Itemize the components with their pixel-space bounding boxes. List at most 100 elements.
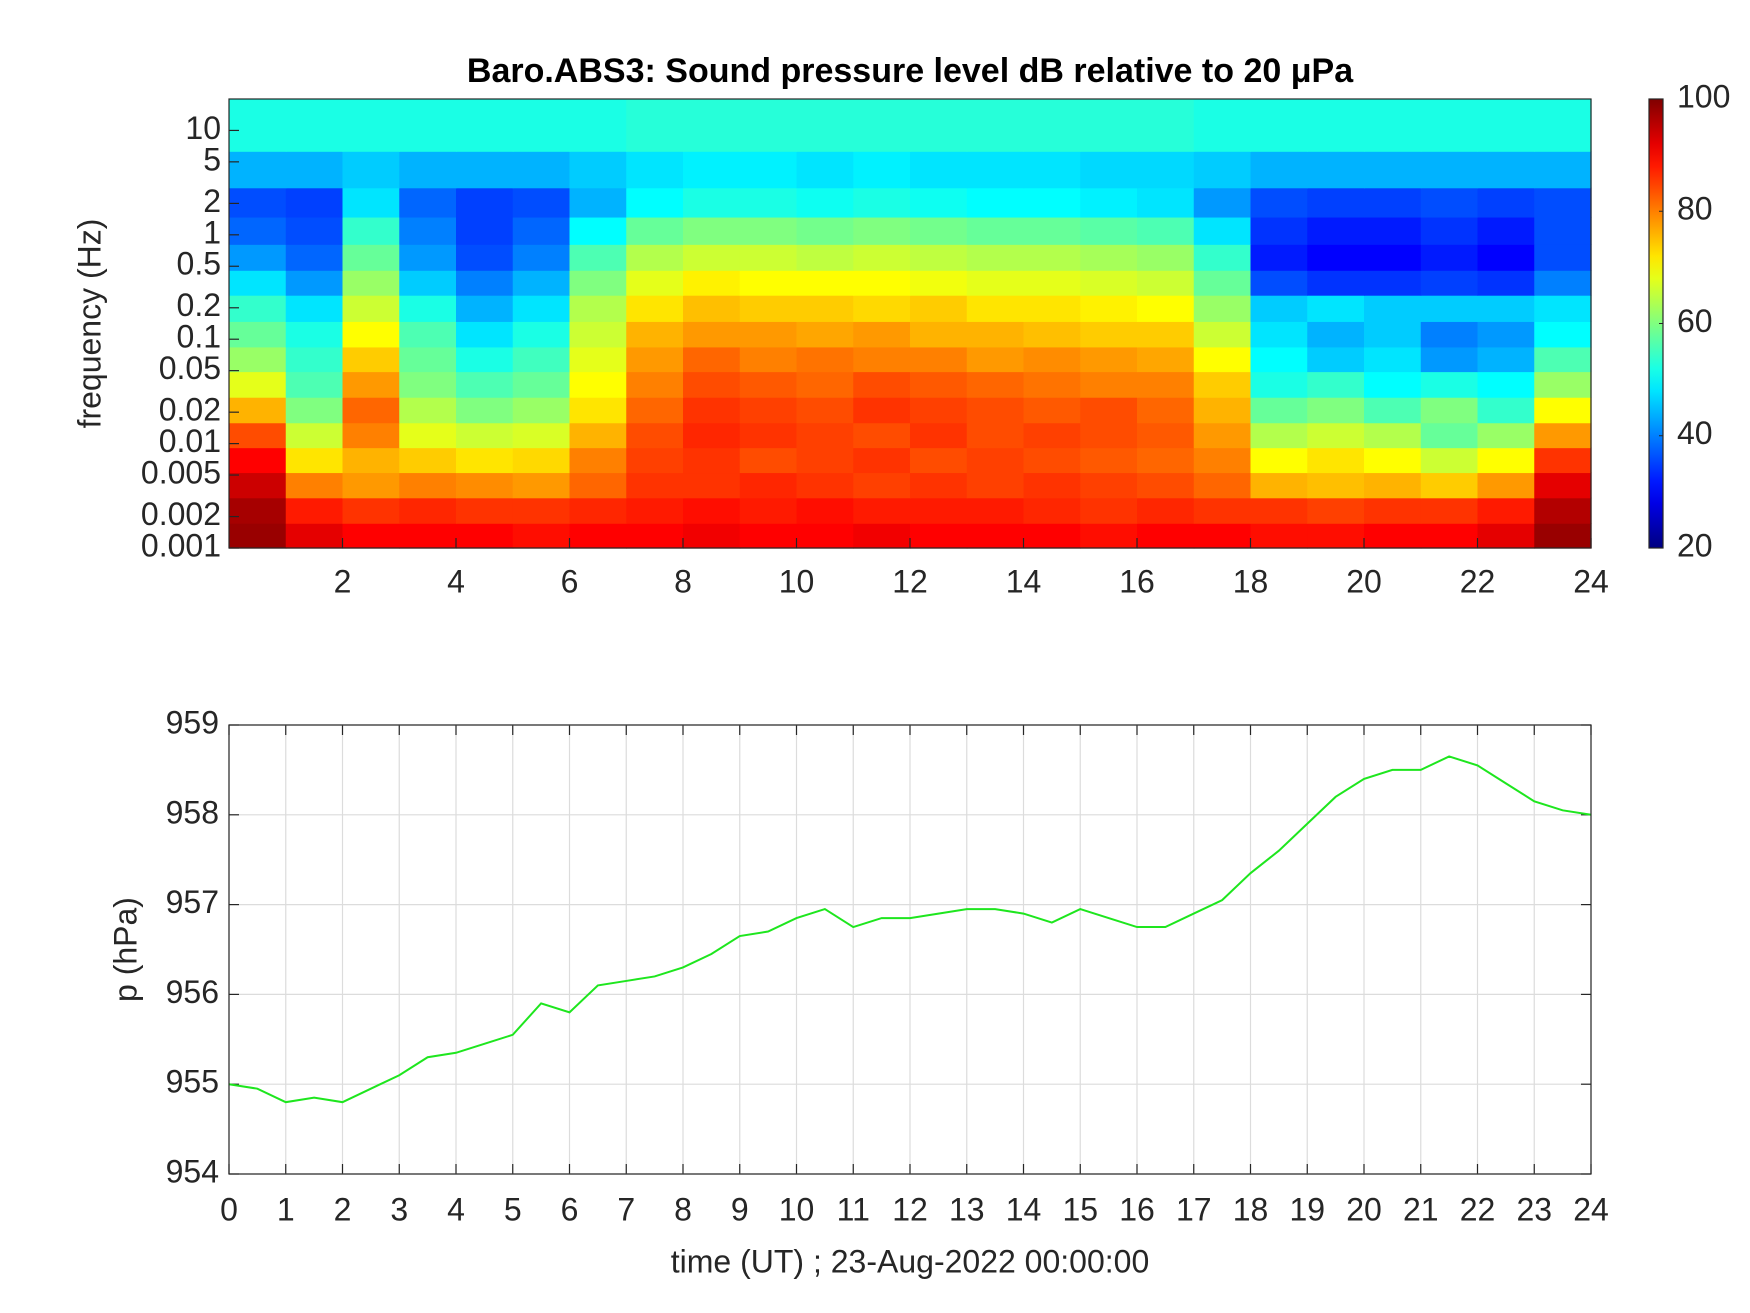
cell <box>1307 523 1365 549</box>
cell <box>910 472 968 499</box>
cell <box>456 447 514 474</box>
cell <box>1307 99 1365 152</box>
cell <box>1023 270 1081 296</box>
cell <box>229 497 287 524</box>
cell <box>1477 497 1535 524</box>
cell <box>1364 187 1422 218</box>
cell <box>1080 187 1138 218</box>
cell <box>1534 244 1592 271</box>
cell <box>1250 346 1308 373</box>
x-tick-label: 8 <box>674 563 692 599</box>
x-tick-label: 0 <box>220 1191 238 1227</box>
cell <box>569 371 627 398</box>
cell <box>1307 151 1365 189</box>
cell <box>229 187 287 218</box>
cell <box>683 99 741 152</box>
x-tick-label: 5 <box>504 1191 522 1227</box>
cell <box>626 397 684 424</box>
cell <box>1023 497 1081 524</box>
cell <box>1250 270 1308 296</box>
cell <box>683 321 741 348</box>
cell <box>796 187 854 218</box>
cell <box>456 497 514 524</box>
cell <box>1307 295 1365 322</box>
cell <box>683 295 741 322</box>
cell <box>229 295 287 322</box>
cell <box>1307 346 1365 373</box>
colorbar-tick-label: 60 <box>1677 303 1713 339</box>
cell <box>512 321 571 348</box>
cell <box>796 321 854 348</box>
cell <box>1023 295 1081 322</box>
cell <box>1250 371 1308 398</box>
cell <box>456 472 514 499</box>
cell <box>399 497 457 524</box>
cell <box>1364 422 1422 449</box>
cell <box>229 321 287 348</box>
cell <box>966 422 1025 449</box>
colorbar-tick-label: 80 <box>1677 191 1713 227</box>
cell <box>739 397 798 424</box>
cell <box>853 321 911 348</box>
cell <box>1080 99 1138 152</box>
cell <box>1250 244 1308 271</box>
cell <box>626 99 684 152</box>
x-tick-label: 15 <box>1062 1191 1098 1227</box>
cell <box>626 151 684 189</box>
cell <box>1250 472 1308 499</box>
y-tick-label: 956 <box>166 974 219 1010</box>
cell <box>1080 346 1138 373</box>
cell <box>1420 270 1479 296</box>
cell <box>910 321 968 348</box>
cell <box>626 346 684 373</box>
cell <box>1420 472 1479 499</box>
x-tick-label: 3 <box>390 1191 408 1227</box>
cell <box>1137 497 1195 524</box>
y-tick-label: 957 <box>166 884 219 920</box>
cell <box>1023 187 1081 218</box>
cell <box>456 523 514 549</box>
colorbar-tick-label: 40 <box>1677 415 1713 451</box>
cell <box>512 472 571 499</box>
cell <box>1477 187 1535 218</box>
cell <box>512 497 571 524</box>
cell <box>1477 99 1535 152</box>
cell <box>1307 244 1365 271</box>
cell <box>1080 295 1138 322</box>
chart-title: Baro.ABS3: Sound pressure level dB relat… <box>467 52 1354 90</box>
y-tick-label: 0.001 <box>141 527 221 563</box>
cell <box>910 270 968 296</box>
cell <box>1307 270 1365 296</box>
cell <box>739 99 798 152</box>
cell <box>853 244 911 271</box>
cell <box>1023 397 1081 424</box>
cell <box>1534 523 1592 549</box>
cell <box>910 244 968 271</box>
cell <box>1364 447 1422 474</box>
x-tick-label: 1 <box>277 1191 295 1227</box>
cell <box>626 523 684 549</box>
cell <box>739 270 798 296</box>
cell <box>739 371 798 398</box>
cell <box>342 371 400 398</box>
cell <box>626 497 684 524</box>
cell <box>456 295 514 322</box>
y-tick-label: 0.2 <box>177 287 221 323</box>
cell <box>1023 447 1081 474</box>
cell <box>1137 422 1195 449</box>
cell <box>966 187 1025 218</box>
cell <box>1364 216 1422 245</box>
cell <box>1137 346 1195 373</box>
y-tick-label: 955 <box>166 1064 219 1100</box>
cell <box>966 99 1025 152</box>
cell <box>569 321 627 348</box>
y-tick-label: 0.1 <box>177 319 221 355</box>
y-tick-label: 954 <box>166 1153 219 1189</box>
x-tick-label: 21 <box>1403 1191 1439 1227</box>
x-tick-label: 18 <box>1233 563 1269 599</box>
cell <box>456 99 514 152</box>
cell <box>1250 151 1308 189</box>
cell <box>910 371 968 398</box>
y-tick-label: 0.02 <box>159 392 221 428</box>
cell <box>1250 397 1308 424</box>
